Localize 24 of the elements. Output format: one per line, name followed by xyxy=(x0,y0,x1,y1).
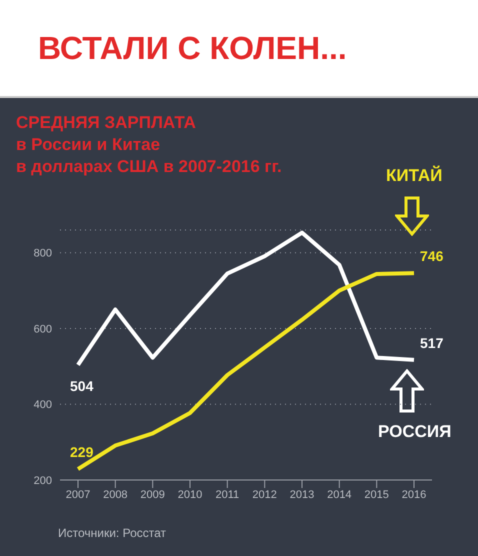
x-tick-label: 2014 xyxy=(327,488,352,501)
x-tick-label: 2012 xyxy=(252,488,277,501)
x-tick-label: 2007 xyxy=(66,488,90,501)
data-label: 504 xyxy=(70,378,94,394)
y-tick-label: 200 xyxy=(34,474,52,487)
y-tick-label: 800 xyxy=(34,248,52,260)
y-tick-label: 600 xyxy=(34,323,52,336)
y-tick-label: 400 xyxy=(34,399,52,412)
x-tick-label: 2016 xyxy=(402,488,426,501)
chart-subtitle: СРЕДНЯЯ ЗАРПЛАТА в России и Китае в долларах США в 2007-2016 гг. xyxy=(16,112,282,178)
data-label: 229 xyxy=(70,444,94,460)
text: КИТАЙ xyxy=(386,166,442,186)
chart-title: ВСТАЛИ С КОЛЕН... xyxy=(38,30,347,67)
legend-label: РОССИЯ xyxy=(378,422,452,442)
x-tick-label: 2011 xyxy=(216,488,240,501)
x-tick-label: 2010 xyxy=(178,488,202,501)
data-label: 746 xyxy=(420,248,444,264)
x-tick-label: 2008 xyxy=(103,488,128,501)
x-tick-label: 2015 xyxy=(364,488,389,501)
data-label: 517 xyxy=(420,334,444,351)
x-tick-label: 2009 xyxy=(140,488,165,501)
text: Источники: Росстат xyxy=(58,526,166,540)
x-tick-label: 2013 xyxy=(290,488,314,501)
line-series xyxy=(76,230,416,367)
